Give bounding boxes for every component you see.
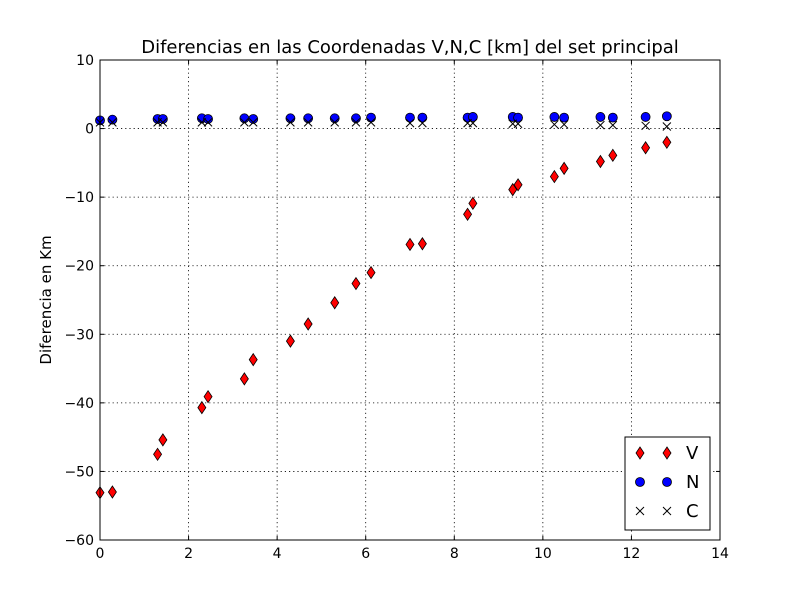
data-point-v	[513, 178, 523, 192]
data-point-n	[351, 113, 361, 124]
x-tick-label: 10	[534, 546, 552, 562]
x-tick-label: 8	[450, 546, 459, 562]
data-point-c	[559, 120, 569, 129]
data-point-v	[468, 196, 478, 211]
data-point-v	[463, 207, 473, 222]
legend-label-n: N	[686, 472, 699, 493]
data-point-c	[405, 118, 415, 128]
data-point-n	[366, 112, 376, 123]
data-point-n	[239, 113, 250, 124]
legend-marker-v	[635, 446, 645, 460]
data-point-c	[158, 118, 168, 127]
data-point-n	[417, 112, 428, 123]
y-tick-label: 0	[85, 122, 94, 138]
data-point-v	[107, 485, 117, 499]
data-point-v	[153, 447, 163, 462]
legend-marker-v	[662, 446, 672, 460]
data-point-c	[550, 120, 559, 129]
data-point-v	[248, 352, 258, 367]
data-point-v	[662, 135, 672, 150]
data-point-v	[351, 276, 361, 291]
data-point-v	[641, 141, 651, 155]
data-point-n	[595, 112, 606, 122]
data-point-v	[508, 182, 518, 197]
data-point-c	[351, 118, 361, 127]
legend-marker-c	[635, 506, 645, 516]
data-point-v	[559, 161, 569, 176]
data-point-v	[285, 334, 295, 348]
data-point-c	[108, 118, 117, 127]
data-point-n	[248, 114, 259, 124]
data-point-c	[240, 118, 249, 127]
data-point-n	[157, 114, 168, 124]
data-point-v	[366, 265, 376, 280]
data-point-n	[549, 112, 560, 122]
y-tick-label: −50	[64, 464, 94, 480]
data-point-c	[468, 118, 478, 128]
y-tick-label: −10	[64, 190, 94, 206]
data-point-c	[330, 118, 340, 127]
data-point-c	[608, 120, 618, 130]
data-point-n	[203, 114, 213, 124]
data-point-v	[303, 317, 313, 331]
data-point-v	[405, 237, 415, 252]
data-point-n	[467, 112, 478, 122]
x-tick-label: 14	[711, 546, 729, 562]
data-point-n	[607, 112, 618, 123]
data-point-n	[405, 112, 415, 123]
data-point-v	[595, 154, 605, 169]
data-point-c	[418, 118, 427, 128]
data-point-c	[513, 119, 523, 129]
data-point-n	[329, 113, 340, 124]
plot-area-frame	[99, 59, 721, 541]
data-point-n	[303, 113, 314, 124]
legend-label-v: V	[686, 443, 699, 464]
data-point-c	[197, 118, 207, 127]
data-point-c	[286, 118, 295, 127]
data-point-v	[549, 169, 559, 184]
data-points	[95, 111, 672, 500]
legend-marker-c	[662, 506, 672, 516]
y-tick-label: −40	[64, 396, 94, 412]
data-point-c	[366, 118, 376, 127]
data-point-v	[608, 148, 618, 163]
legend-label-c: C	[686, 501, 699, 522]
data-point-n	[107, 114, 118, 125]
data-point-c	[248, 118, 258, 127]
data-point-n	[559, 112, 570, 123]
y-tick-label: −60	[64, 533, 94, 549]
x-tick-label: 2	[184, 546, 193, 562]
axis-ticks: 0 2 4 6 8 10 12 14 −60 −50 −40 −30 −20 −10 0 10	[64, 53, 729, 562]
data-point-v	[158, 433, 168, 447]
y-tick-label: −20	[64, 259, 94, 275]
y-tick-label: −30	[64, 327, 94, 343]
x-tick-label: 12	[623, 546, 641, 562]
legend-marker-n	[662, 477, 672, 487]
data-point-v	[417, 237, 427, 251]
x-tick-label: 4	[273, 546, 282, 562]
data-point-c	[662, 122, 672, 131]
legend-marker-n	[635, 477, 645, 487]
data-point-v	[197, 400, 207, 415]
data-point-v	[239, 372, 249, 386]
x-tick-label: 0	[96, 546, 105, 562]
data-point-v	[330, 296, 340, 310]
data-point-c	[303, 118, 313, 127]
data-point-c	[203, 118, 213, 127]
chart-title: Diferencias en las Coordenadas V,N,C [km…	[141, 37, 679, 58]
y-tick-label: 10	[76, 53, 94, 69]
x-tick-label: 6	[361, 546, 370, 562]
data-point-v	[203, 389, 213, 404]
data-point-n	[513, 112, 523, 123]
legend: VNC	[624, 436, 711, 531]
data-point-c	[596, 120, 605, 130]
data-point-c	[641, 121, 650, 131]
data-point-n	[285, 113, 296, 124]
y-axis-label: Diferencia en Km	[37, 235, 55, 364]
data-point-n	[640, 112, 651, 122]
data-point-n	[661, 111, 672, 122]
